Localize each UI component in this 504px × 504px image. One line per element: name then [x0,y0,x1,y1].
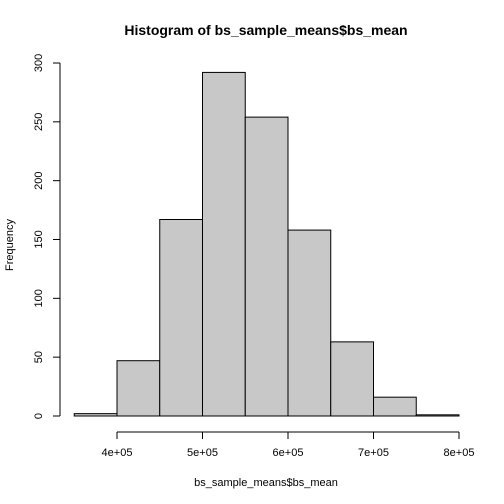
x-tick-label: 6e+05 [273,447,304,459]
y-tick-label: 0 [33,413,45,419]
x-tick-label: 7e+05 [358,447,389,459]
x-tick-label: 5e+05 [187,447,218,459]
bars-group [73,71,460,417]
y-axis-label: Frequency [4,219,16,271]
histogram-bar [202,71,246,417]
x-tick-label: 8e+05 [444,447,475,459]
y-tick-label: 300 [33,54,45,72]
x-tick-label: 4e+05 [102,447,133,459]
y-axis: 0 50 100 150 200 250 300 [33,54,61,419]
histogram-bar [373,396,417,417]
x-axis: 4e+05 5e+05 6e+05 7e+05 8e+05 [102,431,475,459]
y-tick-label: 250 [33,113,45,131]
y-tick-label: 150 [33,230,45,248]
histogram-bar [73,413,118,417]
y-tick-label: 200 [33,171,45,189]
chart-title: Histogram of bs_sample_means$bs_mean [124,22,407,38]
y-tick-label: 100 [33,289,45,307]
histogram-bar [116,360,161,417]
histogram-bar [330,341,374,417]
histogram-bar [287,229,332,417]
histogram-bar [415,414,460,417]
x-axis-label: bs_sample_means$bs_mean [194,477,338,489]
histogram-bar [244,116,289,417]
y-tick-label: 50 [33,351,45,363]
histogram-bar [159,218,203,417]
